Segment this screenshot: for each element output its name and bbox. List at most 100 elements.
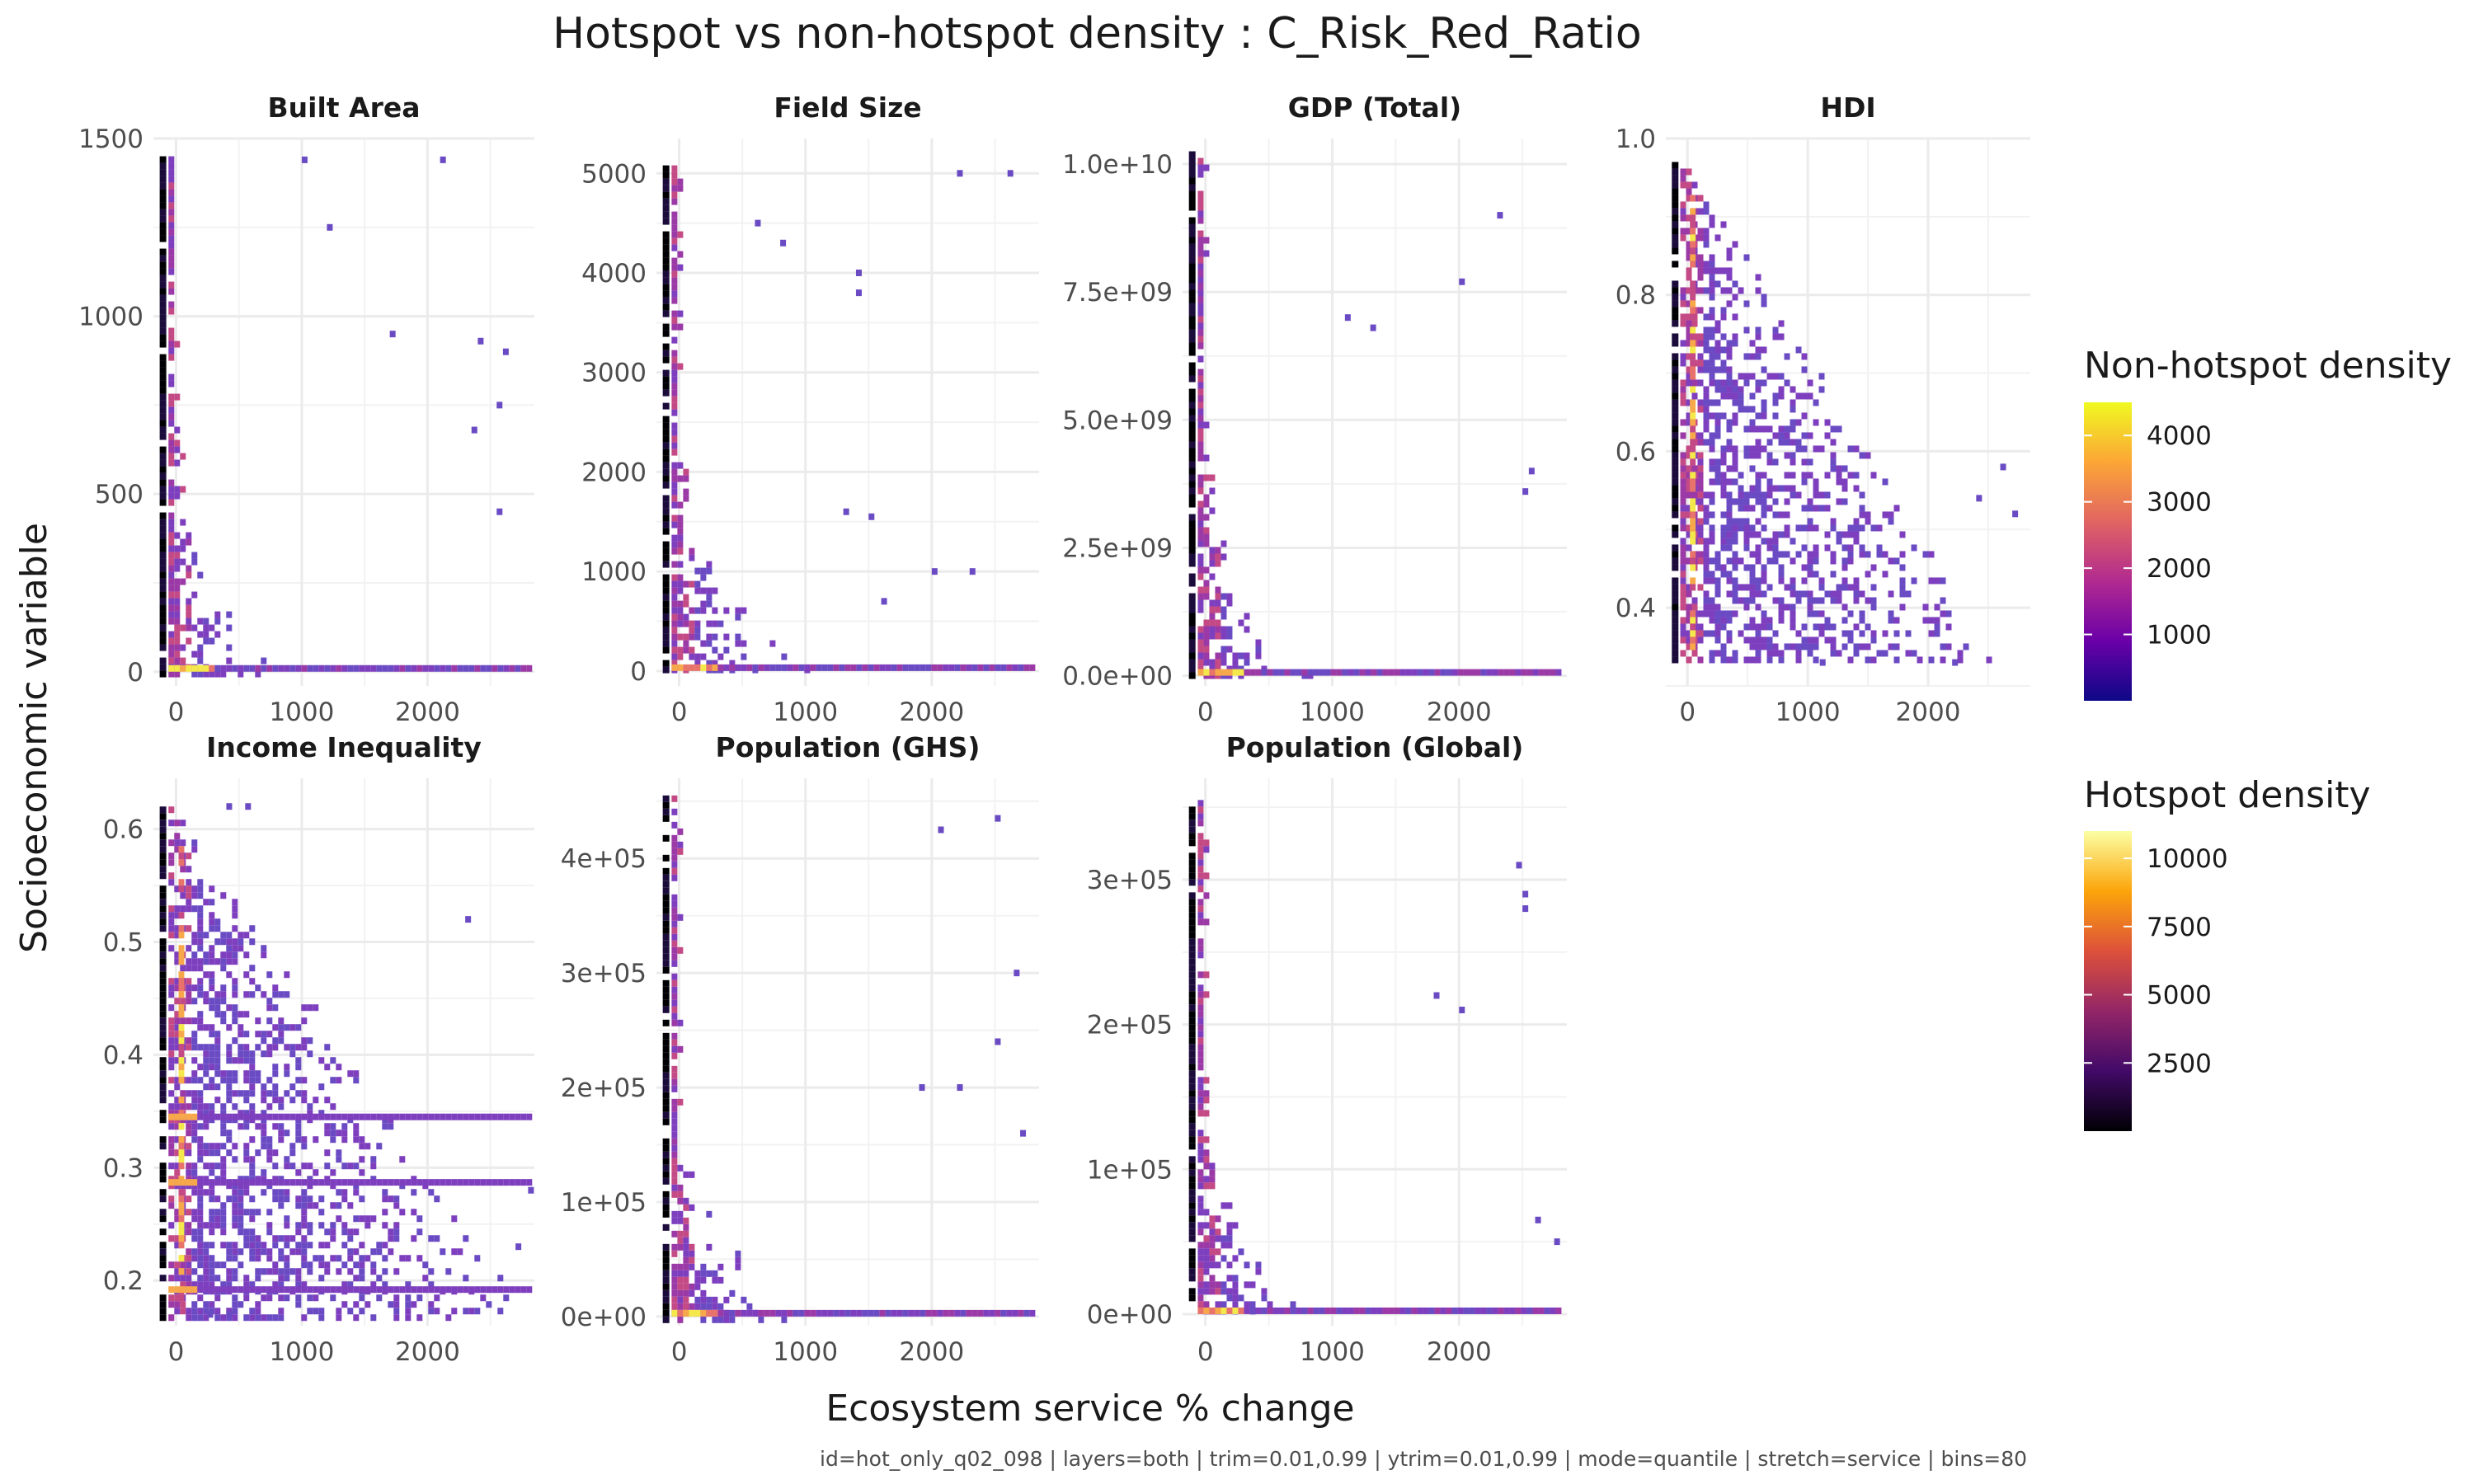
density-cell	[359, 1294, 365, 1302]
density-cell	[1714, 366, 1721, 373]
density-cell	[180, 1281, 186, 1289]
density-cell	[1686, 505, 1692, 512]
density-cell	[1818, 597, 1825, 604]
density-cell	[1238, 652, 1244, 660]
density-cell	[1203, 533, 1210, 541]
density-cell	[1847, 551, 1854, 558]
hotspot-cell	[1672, 399, 1679, 406]
density-cell	[671, 633, 678, 641]
density-cell	[1680, 353, 1686, 360]
density-cell	[1888, 557, 1894, 565]
density-cell	[1469, 669, 1475, 676]
density-cell	[249, 1281, 256, 1289]
density-cell	[238, 1248, 244, 1256]
density-cell	[178, 945, 185, 952]
density-cell	[168, 1017, 175, 1025]
density-cell	[671, 808, 678, 815]
density-cell	[1197, 1182, 1204, 1190]
legend-tick-label: 3000	[2147, 488, 2212, 518]
density-cell	[186, 1195, 192, 1203]
density-cell	[671, 561, 678, 568]
density-cell	[671, 580, 678, 588]
density-cell	[1709, 379, 1715, 387]
hotspot-cell	[662, 1098, 670, 1106]
hotspot-cell	[1672, 603, 1679, 611]
density-cell	[318, 1261, 325, 1269]
density-cell	[278, 1031, 285, 1038]
density-cell	[168, 1050, 175, 1058]
density-cell	[1841, 531, 1848, 538]
density-cell	[503, 1294, 510, 1302]
density-cell	[741, 607, 747, 614]
density-cell	[1197, 329, 1204, 336]
density-cell	[1755, 274, 1761, 281]
density-cell	[1818, 373, 1825, 380]
density-cell	[1726, 346, 1733, 354]
density-cell	[1492, 1307, 1498, 1314]
density-cell	[821, 1309, 828, 1317]
density-cell	[209, 1162, 215, 1170]
density-cell	[266, 1182, 273, 1190]
density-cell	[197, 650, 204, 658]
hotspot-cell	[662, 251, 670, 258]
density-cell	[266, 1228, 273, 1236]
density-cell	[301, 1077, 308, 1084]
density-cell	[671, 521, 678, 528]
density-cell	[168, 644, 175, 651]
density-cell	[1686, 168, 1692, 176]
density-cell	[289, 1235, 296, 1242]
density-cell	[908, 664, 915, 671]
density-cell	[168, 1037, 175, 1045]
hotspot-cell	[159, 839, 167, 847]
density-cell	[694, 567, 701, 575]
hotspot-cell	[662, 854, 670, 862]
density-cell	[1807, 571, 1813, 578]
density-cell	[735, 664, 741, 671]
density-cell	[174, 591, 181, 599]
density-cell	[1203, 474, 1210, 481]
density-cell	[174, 657, 181, 665]
density-cell	[1709, 577, 1715, 585]
density-cell	[1778, 425, 1785, 433]
density-cell	[174, 637, 181, 645]
density-band-cell	[272, 1113, 279, 1120]
hotspot-cell	[159, 1057, 167, 1064]
density-band-cell	[399, 1179, 406, 1186]
hotspot-cell	[1188, 157, 1196, 165]
density-cell	[1853, 577, 1860, 585]
density-band-cell	[220, 1286, 227, 1294]
density-cell	[289, 1024, 296, 1031]
density-cell	[954, 1309, 961, 1317]
density-cell	[700, 1316, 707, 1323]
hotspot-cell	[1188, 204, 1196, 211]
density-cell	[937, 664, 943, 671]
density-cell	[1807, 498, 1813, 505]
density-cell	[347, 1248, 354, 1256]
density-cell	[209, 1228, 215, 1236]
density-cell	[1703, 511, 1710, 519]
density-cell	[989, 1309, 995, 1317]
density-cell	[1743, 373, 1750, 380]
density-cell	[393, 1195, 400, 1203]
density-cell	[168, 1123, 175, 1130]
density-cell	[1690, 439, 1696, 446]
density-cell	[1749, 590, 1756, 598]
density-cell	[1226, 646, 1233, 653]
density-cell	[180, 839, 186, 847]
density-cell	[1209, 626, 1216, 633]
density-cell	[1197, 1011, 1204, 1018]
density-cell	[209, 918, 215, 926]
density-cell	[197, 1275, 204, 1282]
hotspot-cell	[1188, 672, 1196, 679]
density-cell	[1807, 557, 1813, 565]
density-cell	[1963, 643, 1969, 650]
density-cell	[671, 429, 678, 436]
density-cell	[1226, 1235, 1233, 1242]
density-cell	[706, 1210, 713, 1218]
hotspot-cell	[159, 938, 167, 946]
density-cell	[289, 1248, 296, 1256]
density-cell	[341, 1129, 348, 1137]
density-cell	[1755, 472, 1761, 479]
density-cell	[347, 1202, 354, 1209]
hotspot-cell	[1188, 1017, 1196, 1025]
